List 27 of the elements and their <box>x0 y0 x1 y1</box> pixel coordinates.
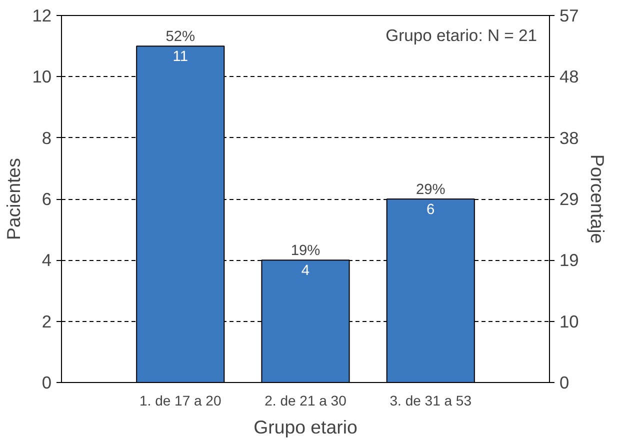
y2-tick-label: 0 <box>560 372 570 392</box>
x-axis-title: Grupo etario <box>254 416 358 438</box>
y-tick-label: 4 <box>42 250 52 270</box>
data-label: 6 <box>426 202 435 218</box>
y-tick-label: 10 <box>32 66 52 87</box>
y2-tick-label: 19 <box>560 250 579 270</box>
y2-tick-label: 10 <box>560 311 579 332</box>
y2-tick-label: 57 <box>560 6 579 26</box>
y2-tick-label: 38 <box>560 128 579 148</box>
y-tick-label: 0 <box>42 372 52 392</box>
y-tick-label: 12 <box>32 6 52 26</box>
y2-axis-title: Porcentaje <box>586 154 608 244</box>
y2-tick-label: 29 <box>560 189 579 209</box>
data-label: 4 <box>301 263 310 280</box>
x-tick-label: 1. de 17 a 20 <box>140 392 222 408</box>
y2-tick-label: 48 <box>560 66 579 87</box>
x-tick-label: 2. de 21 a 30 <box>264 392 347 408</box>
y-tick-label: 2 <box>42 311 52 332</box>
data-label: 11 <box>172 49 188 66</box>
y-axis-title: Pacientes <box>3 158 24 240</box>
annotation: 19% <box>290 243 320 260</box>
annotation: 52% <box>166 29 196 46</box>
y-tick-label: 6 <box>42 189 52 209</box>
y-tick-label: 8 <box>42 128 52 148</box>
annotation: Grupo etario: N = 21 <box>386 26 537 46</box>
x-tick-label: 3. de 31 a 53 <box>390 392 472 408</box>
annotation: 29% <box>416 182 446 198</box>
